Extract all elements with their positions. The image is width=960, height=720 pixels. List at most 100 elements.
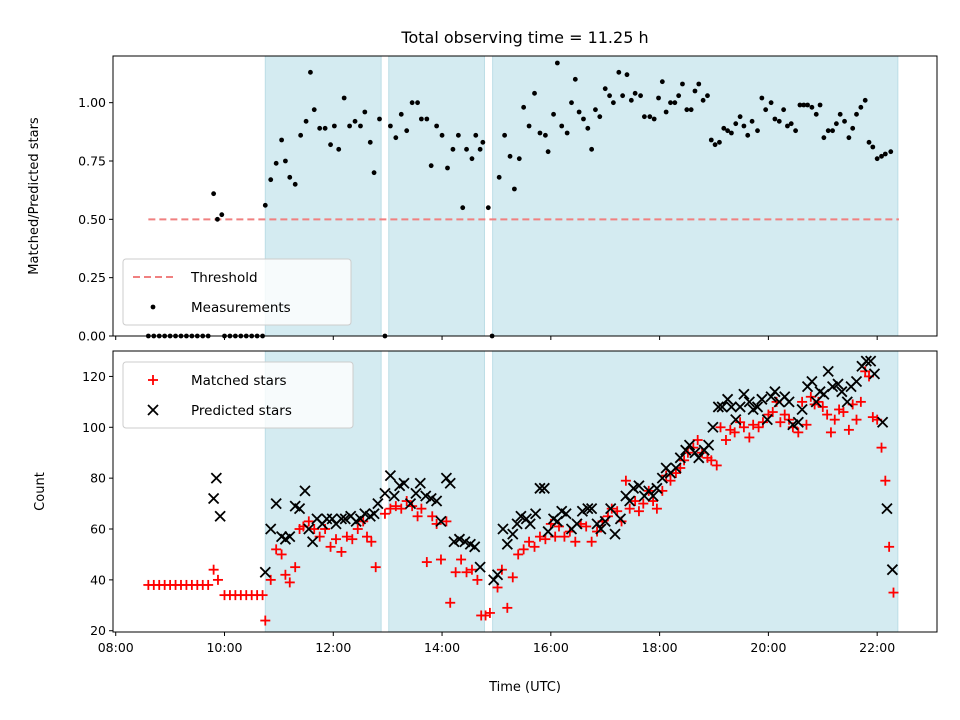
- matched-stars-point-33: [314, 531, 325, 542]
- predicted-stars-point-48: [488, 574, 500, 586]
- predicted-stars-point-78-b: [627, 482, 640, 494]
- x-ticks-top: [115, 336, 878, 340]
- predicted-stars-point-13-b: [306, 536, 319, 548]
- predicted-stars-point-74-b: [609, 528, 621, 540]
- matched-stars-point-142: [843, 424, 854, 435]
- predicted-stars-point-19: [335, 513, 348, 525]
- measurements-point-57: [434, 123, 440, 129]
- matched-stars-point-117: [735, 417, 746, 428]
- measurements-point-160: [882, 151, 888, 157]
- matched-stars-point-56: [435, 554, 446, 565]
- measurements-point-145: [821, 135, 827, 141]
- matched-stars-point-93: [624, 503, 635, 514]
- matched-stars-point-98: [648, 496, 659, 507]
- measurements-point-27: [283, 158, 288, 164]
- measurements-point-68: [485, 205, 491, 211]
- predicted-stars-point-72-b: [599, 515, 611, 528]
- predicted-stars-point-99-b: [725, 401, 738, 413]
- predicted-stars-point-115: [796, 403, 808, 416]
- measurements-point-87: [576, 109, 582, 115]
- predicted-stars-point-74: [609, 528, 621, 540]
- measurements-point-23: [262, 202, 268, 208]
- measurements-point-76: [526, 123, 532, 129]
- y-tick-label-0: 0.00: [78, 329, 106, 344]
- measurements-point-32: [308, 69, 313, 75]
- predicted-stars-point-83-b: [651, 482, 663, 494]
- measurements-point-153: [854, 111, 859, 117]
- predicted-stars-point-34-b: [410, 487, 422, 500]
- predicted-stars-point-102: [738, 388, 750, 400]
- measurements-point-131: [763, 107, 769, 113]
- predicted-stars-point-32-b: [398, 477, 410, 489]
- predicted-stars-point-1: [210, 472, 222, 484]
- matched-stars-point-113: [715, 422, 726, 433]
- matched-stars-point-127: [779, 409, 790, 420]
- measurements-point-58: [439, 132, 445, 138]
- matched-stars-point-118: [738, 422, 749, 433]
- matched-stars-point-145: [855, 396, 866, 407]
- measurements-point-92: [597, 114, 603, 120]
- predicted-stars-point-107-b: [761, 414, 773, 426]
- matched-stars-point-99: [651, 503, 662, 514]
- predicted-stars-point-121: [822, 365, 834, 377]
- predicted-stars-point-109: [769, 386, 781, 398]
- measurements-point-70: [496, 174, 502, 180]
- measurements-point-85: [569, 100, 574, 106]
- predicted-stars-point-36-b: [420, 490, 432, 502]
- matched-stars-point-84: [581, 521, 592, 532]
- measurements-point-12: [211, 191, 217, 197]
- matched-stars-point-146: [860, 366, 871, 377]
- y-tick-label-4: 100: [82, 420, 106, 435]
- predicted-stars-point-38-b: [430, 495, 443, 507]
- matched-stars-point-102: [665, 475, 676, 486]
- predicted-stars-point-24-b: [359, 508, 371, 520]
- predicted-stars-point-0: [207, 492, 220, 505]
- legend-predicted-marker-b: [147, 404, 159, 416]
- matched-stars-point-122: [757, 417, 768, 428]
- measurements-point-77: [532, 90, 537, 96]
- matched-stars-point-92: [620, 475, 631, 486]
- measurements-point-137: [788, 121, 794, 127]
- predicted-stars-point-29-b: [384, 469, 397, 482]
- measurements-point-36: [328, 142, 333, 148]
- measurements-point-141: [805, 102, 810, 108]
- matched-stars-point-131: [797, 396, 808, 407]
- y-tick-label-3: 80: [90, 471, 106, 486]
- measurements-point-79: [542, 132, 548, 138]
- matched-stars-point-26: [280, 569, 291, 580]
- measurements-point-52: [409, 100, 415, 106]
- predicted-stars-point-51: [501, 538, 513, 550]
- predicted-stars-point-1-b: [210, 472, 222, 484]
- predicted-stars-point-20: [339, 513, 351, 525]
- bottom-panel-frame: [112, 350, 938, 633]
- predicted-stars-point-11: [299, 485, 311, 497]
- matched-stars-point-25: [276, 549, 287, 560]
- predicted-stars-point-96: [712, 401, 724, 413]
- predicted-stars-point-100: [730, 414, 742, 426]
- predicted-stars-point-131: [868, 368, 881, 380]
- measurements-point-61: [455, 132, 461, 138]
- predicted-stars-point-130: [865, 355, 877, 367]
- predicted-stars-point-19-b: [335, 513, 348, 525]
- x-tick-label-1: 10:00: [206, 640, 242, 655]
- predicted-stars-point-3-b: [259, 566, 271, 578]
- predicted-stars-point-10-b: [293, 503, 306, 515]
- predicted-stars-point-40-b: [440, 472, 453, 484]
- matched-stars-point-80: [559, 531, 570, 542]
- predicted-stars-point-83: [651, 482, 663, 494]
- predicted-stars-point-117: [806, 375, 818, 388]
- matched-stars-point-71: [513, 549, 524, 560]
- measurements-point-41: [352, 118, 358, 124]
- predicted-stars-point-35: [414, 477, 426, 489]
- matched-stars-point-139: [829, 414, 840, 425]
- legend-predicted-swatch: [147, 404, 159, 416]
- measurements-point-25: [273, 160, 279, 166]
- predicted-stars-point-122-b: [826, 380, 839, 393]
- measurements-point-119: [712, 142, 718, 148]
- measurements-point-116: [700, 97, 706, 103]
- measurements-point-78: [537, 130, 543, 136]
- predicted-stars-point-56: [524, 518, 536, 530]
- predicted-stars-point-94-b: [702, 439, 715, 451]
- matched-stars-point-114: [720, 435, 731, 446]
- predicted-stars-point-11-b: [299, 485, 311, 497]
